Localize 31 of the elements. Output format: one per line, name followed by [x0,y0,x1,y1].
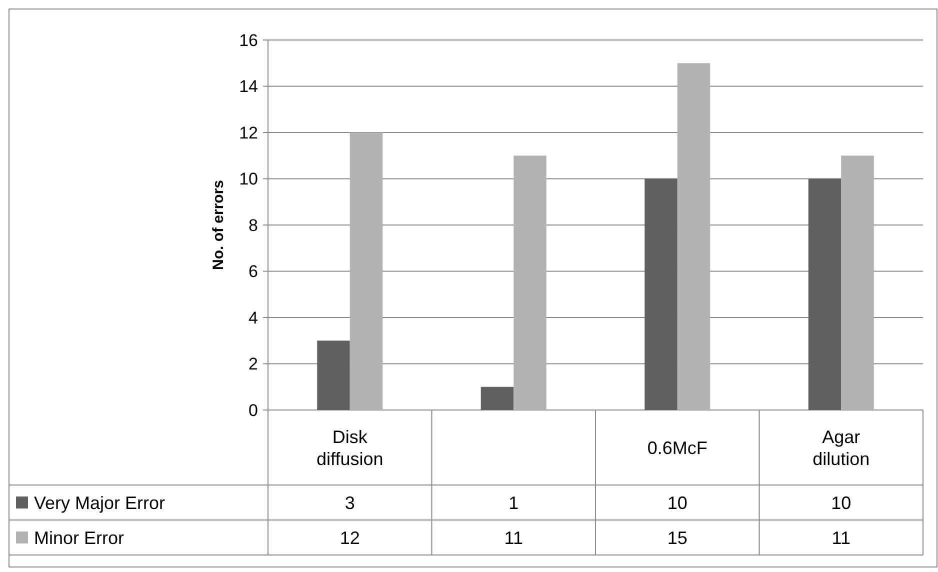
bar [317,340,350,410]
x-tick-label: 0.6McF [647,438,708,458]
bar [514,156,546,410]
y-tick-label: 4 [248,308,258,328]
data-label: 10 [667,492,688,513]
data-label: 3 [344,492,355,513]
bar [808,178,842,410]
x-tick-label: Agar dilution [812,426,870,469]
legend-label: Very Major Error [34,492,166,513]
y-axis-title: No. of errors [210,180,227,270]
y-tick-label: 12 [239,123,258,142]
y-tick-label: 6 [248,262,258,282]
y-tick-label: 2 [248,354,258,374]
data-label: 11 [832,528,850,548]
y-tick-label: 16 [239,30,258,50]
bar [350,132,383,410]
x-tick-label: Disk diffusion [316,426,384,469]
data-label: 15 [667,528,688,548]
bar [644,178,678,410]
bar [677,63,710,410]
data-label: 10 [831,492,852,513]
y-tick-label: 10 [239,170,258,189]
y-tick-label: 8 [248,216,258,235]
y-tick-label: 0 [248,400,258,420]
legend-label: Minor Error [34,528,124,548]
data-label: 11 [504,528,523,548]
y-tick-label: 14 [239,77,258,96]
bar [841,156,874,410]
bar [480,386,514,410]
data-label: 1 [508,492,519,513]
data-label: 12 [340,528,360,548]
